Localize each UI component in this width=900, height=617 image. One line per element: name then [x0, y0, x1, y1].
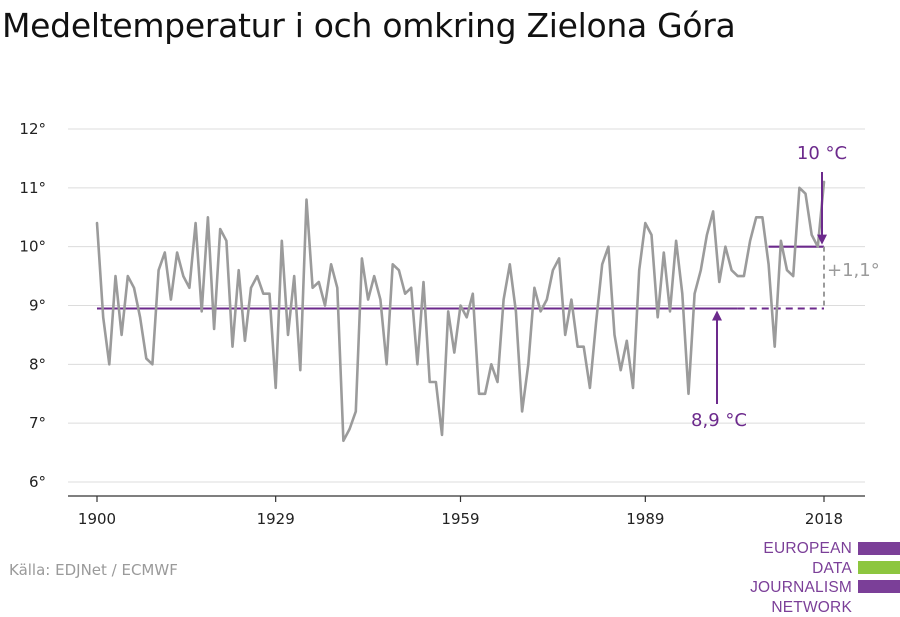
y-tick-label-8: 8° — [29, 355, 46, 373]
x-tick-label-1900: 1900 — [78, 510, 116, 528]
annotations: 10 °C 8,9 °C +1,1° — [691, 143, 880, 431]
logo-line-1: EUROPEAN — [712, 539, 852, 559]
logo-line-2: DATA JOURNALISM — [712, 559, 852, 598]
arrow-8-9c-head — [712, 310, 722, 320]
x-axis: 1900 1929 1959 1989 2018 — [68, 496, 865, 528]
y-tick-label-6: 6° — [29, 473, 46, 491]
logo-bar-top — [858, 542, 900, 555]
x-tick-label-2018: 2018 — [805, 510, 843, 528]
source-credit: Källa: EDJNet / ECMWF — [9, 561, 178, 579]
logo-bar-middle — [858, 561, 900, 574]
x-tick-label-1929: 1929 — [257, 510, 295, 528]
y-tick-label-7: 7° — [29, 414, 46, 432]
y-tick-label-11: 11° — [19, 179, 46, 197]
y-tick-label-9: 9° — [29, 297, 46, 315]
logo-line-3: NETWORK — [712, 598, 852, 617]
temperature-chart: 6° 7° 8° 9° 10° 11° 12° 1900 1929 1959 1989 2018 1… — [0, 0, 900, 600]
annotation-10c: 10 °C — [797, 143, 847, 164]
annotation-8-9c: 8,9 °C — [691, 410, 747, 431]
y-tick-label-10: 10° — [19, 238, 46, 256]
x-tick-label-1989: 1989 — [626, 510, 664, 528]
edjnet-logo: EUROPEAN DATA JOURNALISM NETWORK — [712, 539, 900, 597]
temperature-series-line — [97, 182, 824, 441]
y-axis-ticks: 6° 7° 8° 9° 10° 11° 12° — [19, 120, 46, 491]
y-tick-label-12: 12° — [19, 120, 46, 138]
x-tick-label-1959: 1959 — [441, 510, 479, 528]
logo-text: EUROPEAN DATA JOURNALISM NETWORK — [712, 539, 852, 617]
annotation-difference: +1,1° — [827, 260, 880, 281]
logo-bar-bottom — [858, 580, 900, 593]
